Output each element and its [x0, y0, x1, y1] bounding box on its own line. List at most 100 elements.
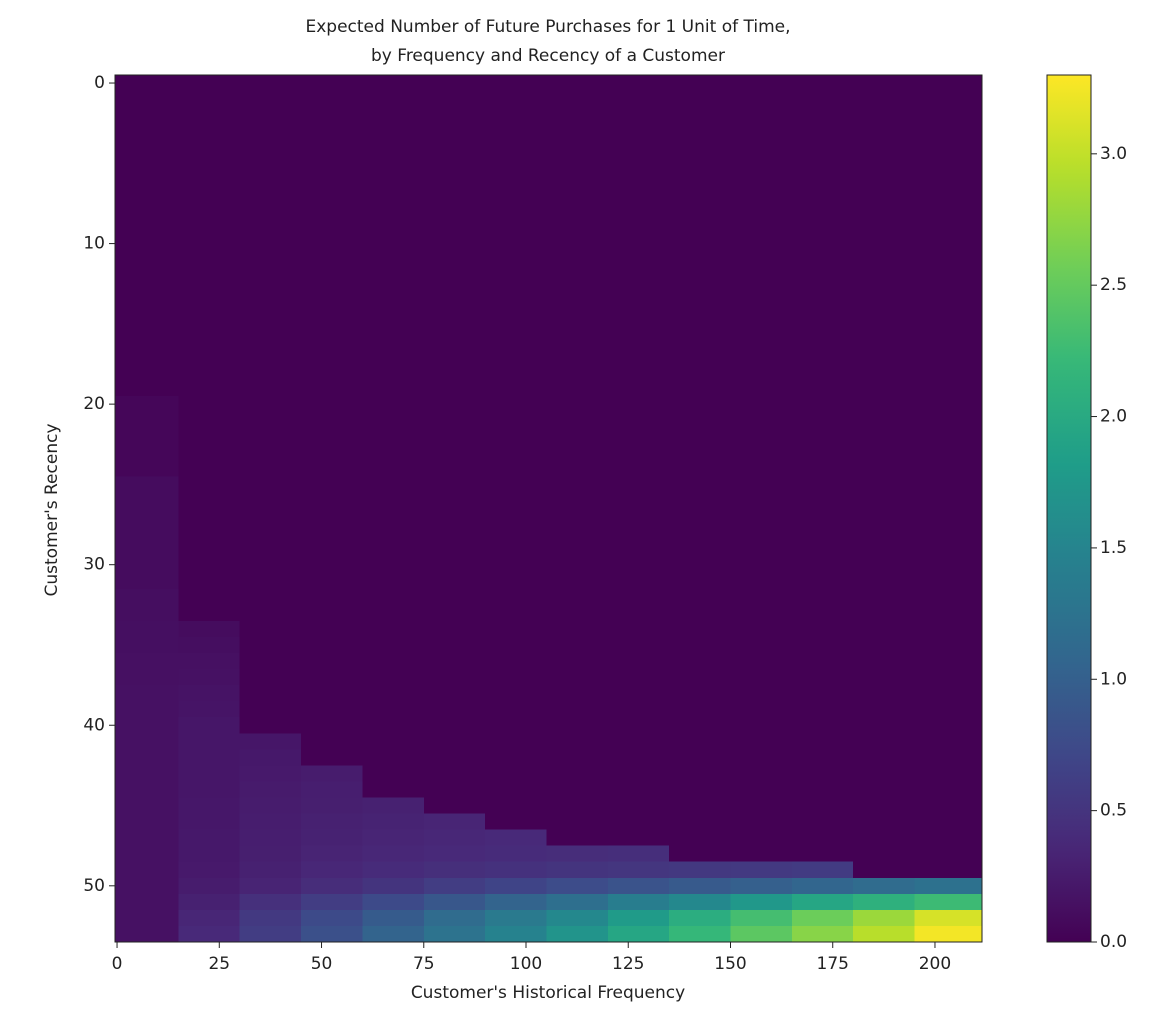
heatmap-cell [546, 733, 609, 750]
heatmap-cell [362, 572, 425, 590]
heatmap-cell [239, 749, 302, 766]
heatmap-cell [607, 396, 670, 477]
heatmap-cell [178, 861, 241, 879]
heatmap-cell [485, 588, 547, 606]
heatmap-cell [669, 861, 731, 879]
heatmap-cell [485, 701, 547, 718]
heatmap-cell [485, 75, 547, 397]
heatmap-cell [546, 717, 609, 734]
heatmap-cell [730, 717, 793, 734]
heatmap-cell [607, 829, 670, 847]
heatmap-cell [362, 556, 425, 574]
heatmap-cell [362, 476, 425, 558]
heatmap-cell [791, 396, 854, 477]
heatmap-cell [730, 797, 793, 815]
heatmap-cell [914, 829, 983, 847]
heatmap-cell [730, 588, 793, 606]
heatmap-cell [607, 877, 670, 895]
heatmap-cell [301, 829, 363, 847]
heatmap-cell [178, 75, 241, 397]
heatmap-cell [239, 797, 302, 815]
heatmap-cell [546, 620, 609, 638]
heatmap-cell [853, 620, 916, 638]
heatmap-cell [115, 765, 179, 782]
heatmap-cell [423, 749, 486, 766]
heatmap-cell [853, 909, 916, 927]
heatmap-cell [423, 669, 486, 686]
heatmap-cell [423, 893, 486, 911]
heatmap-cell [239, 572, 302, 590]
heatmap-cell [239, 829, 302, 847]
heatmap-cell [853, 701, 916, 718]
y-tick-label: 40 [83, 715, 105, 735]
heatmap-cell [301, 877, 363, 895]
heatmap-cell [730, 685, 793, 702]
heatmap-cell [178, 781, 241, 798]
heatmap-cell [239, 636, 302, 654]
heatmap-cell [239, 733, 302, 750]
heatmap-cell [669, 476, 731, 558]
heatmap-cell [301, 669, 363, 686]
heatmap-cell [362, 636, 425, 654]
heatmap-cell [178, 669, 241, 686]
heatmap-cell [301, 813, 363, 831]
heatmap-cell [239, 669, 302, 686]
heatmap-cell [607, 925, 670, 943]
heatmap-cell [791, 75, 854, 397]
heatmap-cell [178, 797, 241, 815]
heatmap [115, 75, 983, 943]
heatmap-cell [423, 701, 486, 718]
heatmap-cell [239, 75, 302, 397]
heatmap-cell [853, 556, 916, 574]
heatmap-cell [362, 588, 425, 606]
heatmap-cell [362, 765, 425, 782]
heatmap-cell [178, 556, 241, 574]
heatmap-cell [669, 701, 731, 718]
heatmap-cell [853, 845, 916, 863]
heatmap-cell [607, 556, 670, 574]
heatmap-cell [485, 669, 547, 686]
heatmap-cell [301, 845, 363, 863]
heatmap-cell [546, 749, 609, 766]
heatmap-cell [178, 733, 241, 750]
heatmap-cell [423, 572, 486, 590]
colorbar-tick-label: 1.0 [1100, 669, 1127, 689]
heatmap-cell [607, 476, 670, 558]
heatmap-cell [423, 75, 486, 397]
heatmap-cell [914, 572, 983, 590]
heatmap-cell [607, 781, 670, 798]
heatmap-cell [546, 861, 609, 879]
heatmap-cell [362, 701, 425, 718]
heatmap-cell [546, 476, 609, 558]
heatmap-cell [239, 685, 302, 702]
heatmap-cell [115, 829, 179, 847]
heatmap-cell [607, 845, 670, 863]
heatmap-cell [485, 781, 547, 798]
heatmap-cell [178, 925, 241, 943]
heatmap-cell [791, 701, 854, 718]
heatmap-cell [115, 653, 179, 670]
heatmap-cell [730, 556, 793, 574]
heatmap-cell [914, 588, 983, 606]
heatmap-cell [914, 604, 983, 622]
heatmap-cell [362, 861, 425, 879]
heatmap-cell [423, 396, 486, 477]
heatmap-cell [669, 893, 731, 911]
colorbar [1046, 74, 1092, 943]
heatmap-cell [362, 893, 425, 911]
heatmap-cell [239, 717, 302, 734]
heatmap-cell [607, 893, 670, 911]
colorbar-tick-label: 1.5 [1100, 538, 1127, 558]
heatmap-cell [485, 893, 547, 911]
heatmap-cell [914, 75, 983, 397]
heatmap-cell [853, 781, 916, 798]
heatmap-cell [914, 845, 983, 863]
heatmap-cell [301, 749, 363, 766]
heatmap-cell [362, 813, 425, 831]
heatmap-cell [115, 861, 179, 879]
heatmap-cell [853, 396, 916, 477]
heatmap-cell [730, 925, 793, 943]
heatmap-cell [791, 925, 854, 943]
x-tick-label: 175 [817, 954, 849, 974]
heatmap-cell [853, 749, 916, 766]
